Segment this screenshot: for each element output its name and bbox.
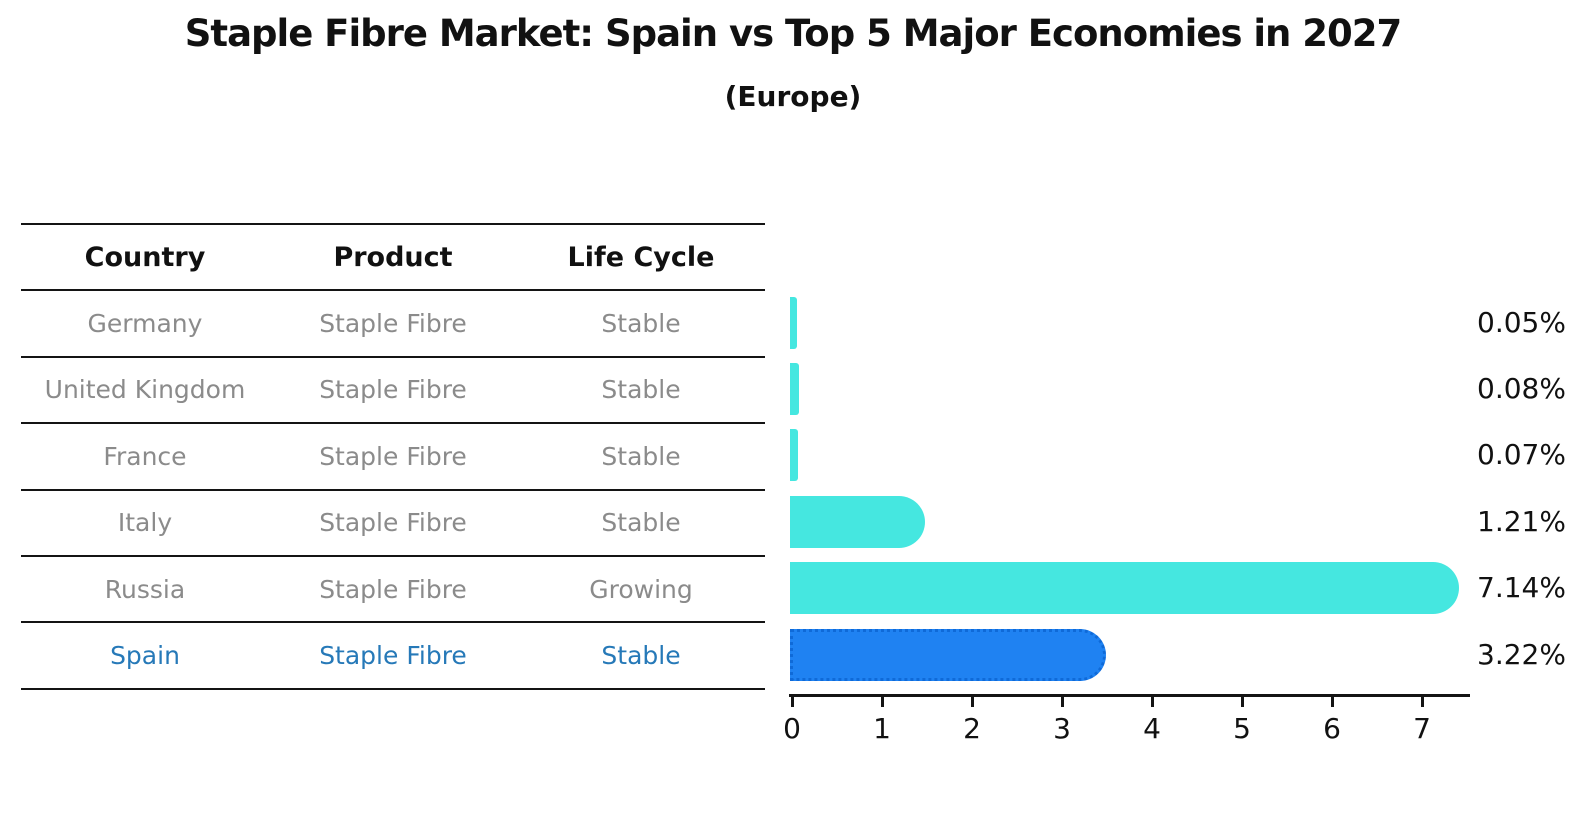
value-label-spain: 3.22% [1477,637,1566,671]
x-tick-3 [1060,694,1064,707]
value-label-germany: 0.05% [1477,305,1566,339]
country-cell: United Kingdom [44,375,246,405]
table-header-row: Country Product Life Cycle [21,223,765,289]
value-label-italy: 1.21% [1477,504,1566,538]
life-cycle-cell: Stable [601,508,681,538]
x-axis-line [789,694,1470,697]
bar-russia [790,562,1459,615]
table-row-germany: Germany Staple Fibre Stable [21,289,765,355]
x-tick-label-4: 4 [1143,712,1161,745]
product-cell: Staple Fibre [319,375,467,405]
life-cycle-cell: Stable [601,309,681,339]
life-cycle-cell: Stable [601,641,681,671]
x-tick-label-2: 2 [963,712,981,745]
x-tick-0 [790,694,794,707]
x-tick-2 [970,694,974,707]
bar-spain [790,628,1106,681]
table-row-united-kingdom: United Kingdom Staple Fibre Stable [21,355,765,422]
life-cycle-cell: Stable [601,441,681,471]
value-label-united-kingdom: 0.08% [1477,372,1566,405]
x-tick-label-1: 1 [873,712,891,745]
x-tick-6 [1330,694,1334,707]
column-header-country: Country [84,241,206,273]
country-cell: France [103,441,187,471]
value-label-russia: 7.14% [1477,571,1566,605]
value-label-france: 0.07% [1477,438,1566,472]
table-row-france: France Staple Fibre Stable [21,422,765,488]
table-row-italy: Italy Staple Fibre Stable [21,488,765,555]
chart-title: Staple Fibre Market: Spain vs Top 5 Majo… [184,12,1403,55]
country-cell: Russia [104,574,186,604]
x-tick-label-7: 7 [1413,712,1431,745]
x-tick-label-6: 6 [1323,712,1341,745]
x-tick-label-0: 0 [783,712,801,745]
bar-france [790,429,799,482]
product-cell: Staple Fibre [319,508,467,538]
chart-subtitle: (Europe) [724,80,862,113]
bar-germany [790,296,797,349]
x-tick-label-3: 3 [1053,712,1071,745]
product-cell: Staple Fibre [319,574,467,604]
column-header-life-cycle: Life Cycle [567,241,715,273]
x-tick-7 [1420,694,1424,707]
bar-italy [790,495,925,548]
x-tick-1 [880,694,884,707]
product-cell: Staple Fibre [319,441,467,471]
column-header-product: Product [333,241,453,273]
x-tick-label-5: 5 [1233,712,1251,745]
life-cycle-cell: Stable [601,375,681,405]
x-tick-5 [1240,694,1244,707]
product-cell: Staple Fibre [319,309,467,339]
product-cell: Staple Fibre [319,641,467,671]
x-tick-4 [1150,694,1154,707]
life-cycle-cell: Growing [589,574,693,604]
country-cell: Germany [87,309,203,339]
country-info-table: Country Product Life Cycle Germany Staple Fi… [21,223,765,690]
country-cell: Italy [117,508,173,538]
country-cell: Spain [110,641,180,671]
table-row-spain: Spain Staple Fibre Stable [21,621,765,687]
table-row-russia: Russia Staple Fibre Growing [21,554,765,621]
bar-united-kingdom [790,363,800,415]
